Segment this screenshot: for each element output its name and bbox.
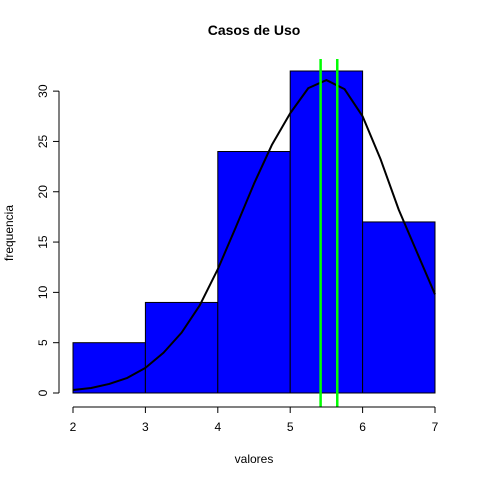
density-curve-group <box>72 79 436 391</box>
chart-title: Casos de Uso <box>208 22 301 38</box>
y-tick-label: 25 <box>36 134 50 148</box>
density-curve <box>72 79 436 391</box>
y-tick-label: 20 <box>36 185 50 199</box>
x-tick-label: 3 <box>142 420 149 434</box>
y-tick-label: 30 <box>36 84 50 98</box>
x-axis-label: valores <box>235 452 274 466</box>
y-tick-label: 10 <box>36 285 50 299</box>
histogram-bar <box>144 301 219 394</box>
vertical-lines-group <box>319 59 339 407</box>
x-tick-label: 4 <box>214 420 221 434</box>
x-axis: 2 3 4 5 6 7 <box>70 406 439 434</box>
histogram-bar <box>362 221 436 394</box>
x-tick-label: 2 <box>70 420 77 434</box>
y-tick-label: 15 <box>36 235 50 249</box>
x-tick-label: 5 <box>287 420 294 434</box>
y-axis: 0 5 10 15 20 25 30 <box>36 84 60 396</box>
histogram-bar <box>72 342 146 394</box>
x-tick-label: 6 <box>359 420 366 434</box>
histogram-bar <box>217 151 291 394</box>
y-tick-label: 0 <box>36 389 50 396</box>
x-tick-label: 7 <box>432 420 439 434</box>
bars-group <box>72 70 436 394</box>
histogram-bar <box>289 70 364 394</box>
y-tick-label: 5 <box>36 339 50 346</box>
y-axis-label: frequencia <box>2 205 16 261</box>
